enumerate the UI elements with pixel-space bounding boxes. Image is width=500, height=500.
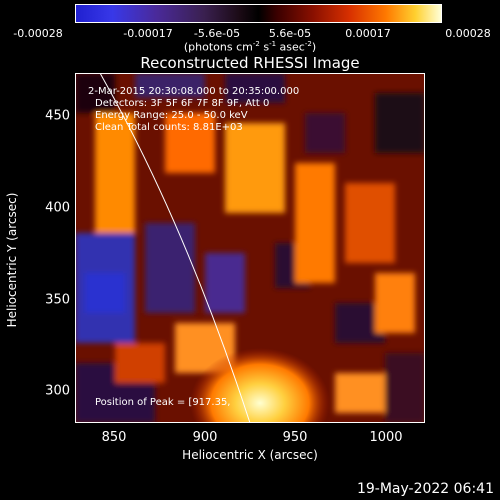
y-tick-label: 450 — [45, 108, 70, 124]
colorbar-tick: 0.00017 — [345, 27, 391, 40]
time-annotation: 2-Mar-2015 20:30:08.000 to 20:35:00.000 — [88, 86, 300, 97]
y-tick-label: 300 — [45, 383, 70, 399]
flare-core — [190, 348, 330, 423]
clean-annotation: Clean Total counts: 8.81E+03 — [95, 122, 243, 133]
colorbar-tick: 5.6e-05 — [268, 27, 312, 40]
plot-frame — [75, 73, 425, 423]
colorbar-tick: -0.00017 — [123, 27, 173, 40]
colorbar-tick: -0.00028 — [13, 27, 63, 40]
colorbar — [75, 4, 442, 23]
y-axis-label: Heliocentric Y (arcsec) — [5, 192, 19, 328]
y-tick-label: 400 — [45, 200, 70, 216]
colorbar-tick: 0.00028 — [445, 27, 491, 40]
heatmap-svg — [75, 73, 425, 423]
x-axis-label: Heliocentric X (arcsec) — [182, 448, 318, 462]
colorbar-unit: (photons cm-2 s-1 asec-2) — [183, 40, 317, 54]
x-tick-label: 1000 — [369, 430, 403, 445]
solar-limb — [99, 73, 251, 423]
energy-annotation: Energy Range: 25.0 - 50.0 keV — [95, 110, 248, 121]
x-tick-label: 900 — [192, 430, 218, 445]
rhessi-image — [75, 73, 425, 423]
colorbar-tick: -5.6e-05 — [193, 27, 241, 40]
footer-date: 19-May-2022 06:41 — [356, 481, 494, 497]
peak-annotation: Position of Peak = [917.35, — [95, 397, 231, 408]
plot-title: Reconstructed RHESSI Image — [140, 54, 360, 72]
detectors-annotation: Detectors: 3F 5F 6F 7F 8F 9F, Att 0 — [95, 98, 270, 109]
y-tick-label: 350 — [45, 292, 70, 308]
x-tick-label: 850 — [101, 430, 127, 445]
x-tick-label: 950 — [282, 430, 308, 445]
